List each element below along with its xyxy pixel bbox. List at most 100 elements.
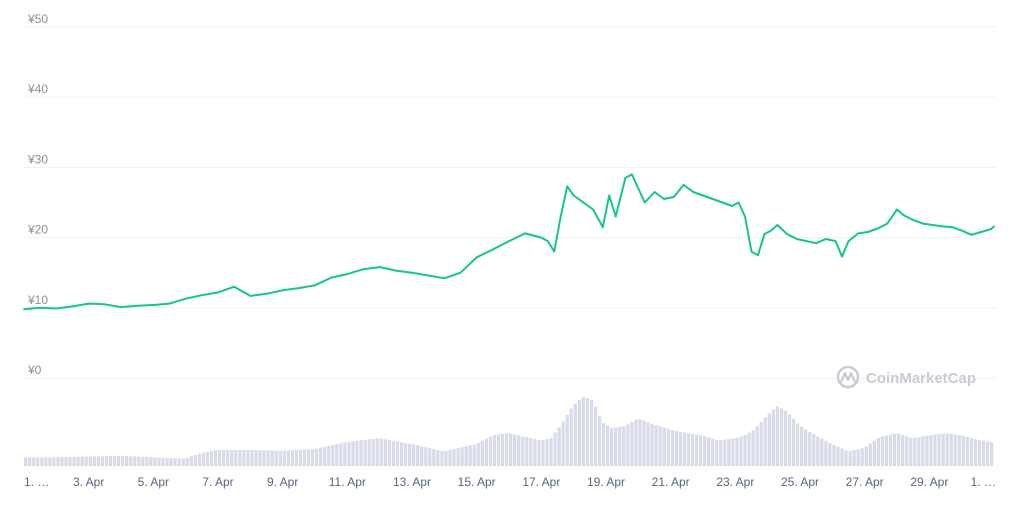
volume-bar: [969, 438, 973, 466]
volume-bar: [310, 449, 315, 466]
price-point: [931, 224, 934, 226]
price-point: [475, 256, 478, 259]
volume-bar: [791, 419, 796, 466]
volume-bar: [92, 456, 96, 466]
volume-bar: [286, 450, 290, 466]
price-point: [795, 238, 798, 240]
volume-bar: [112, 455, 117, 466]
volume-bar: [294, 450, 299, 466]
volume-bar: [816, 436, 820, 466]
y-tick-label: ¥40: [27, 82, 48, 96]
price-point: [682, 184, 685, 186]
volume-bar: [36, 457, 40, 466]
price-point: [711, 198, 714, 200]
volume-bar: [327, 446, 331, 466]
volume-bar: [270, 450, 274, 466]
watermark: CoinMarketCap: [836, 365, 976, 389]
volume-bar: [573, 403, 577, 466]
volume-bar: [428, 448, 432, 466]
price-point: [152, 304, 155, 306]
volume-bar: [662, 427, 666, 466]
volume-bar: [395, 441, 400, 466]
volume-bar: [250, 449, 254, 466]
volume-bar: [569, 408, 573, 466]
volume-bar: [686, 433, 691, 466]
x-tick-label: 19. Apr: [587, 475, 625, 489]
price-point: [103, 303, 106, 306]
volume-bar: [711, 438, 715, 466]
volume-bar: [133, 456, 137, 466]
price-point: [443, 277, 446, 280]
volume-bar: [84, 456, 88, 466]
volume-bar: [884, 435, 889, 466]
price-point: [912, 219, 915, 221]
price-point: [763, 233, 766, 235]
volume-bar: [274, 450, 278, 466]
volume-bar: [153, 457, 157, 466]
price-point: [624, 177, 627, 179]
volume-bar: [165, 457, 169, 466]
volume-bar: [359, 440, 363, 466]
volume-bar: [533, 439, 537, 466]
volume-bar: [589, 399, 594, 466]
price-point: [55, 307, 58, 310]
volume-bar: [852, 450, 856, 466]
volume-bar: [278, 450, 282, 466]
volume-bar: [561, 421, 565, 466]
volume-bar: [436, 450, 440, 466]
volume-bar: [961, 435, 965, 466]
volume-bar: [48, 457, 52, 466]
grid-lines: [24, 26, 996, 379]
volume-bar: [517, 435, 521, 466]
price-point: [200, 294, 203, 297]
volume-bar: [892, 433, 897, 466]
volume-bar: [266, 450, 270, 466]
volume-bar: [820, 438, 824, 466]
volume-bar: [367, 439, 371, 466]
volume-bar: [981, 440, 986, 466]
volume-bar: [319, 447, 323, 466]
volume-bar: [52, 457, 56, 466]
volume-bar: [941, 433, 945, 466]
volume-bar: [985, 441, 990, 466]
volume-bar: [185, 457, 189, 466]
volume-bar: [88, 456, 92, 466]
y-tick-label: ¥30: [27, 152, 48, 166]
price-point: [847, 240, 850, 243]
y-tick-label: ¥20: [27, 223, 48, 237]
volume-bar: [347, 441, 351, 466]
price-point: [314, 284, 316, 287]
price-point: [601, 226, 604, 228]
watermark-text: CoinMarketCap: [866, 370, 976, 387]
price-point: [815, 242, 818, 245]
volume-bar: [759, 421, 763, 466]
volume-bar: [949, 433, 953, 466]
volume-bar: [209, 451, 214, 466]
x-tick-label: 27. Apr: [846, 475, 884, 489]
volume-bar: [577, 399, 581, 466]
volume-bar: [500, 433, 505, 466]
volume-bar: [698, 435, 703, 466]
volume-bars: [24, 396, 994, 466]
volume-bar: [795, 423, 800, 466]
volume-bar: [585, 398, 590, 466]
price-point: [876, 227, 879, 230]
volume-bar: [468, 445, 472, 466]
price-point: [834, 240, 837, 243]
volume-bar: [864, 446, 868, 466]
volume-bar: [355, 440, 359, 466]
volume-bar: [529, 438, 533, 466]
price-point: [989, 228, 992, 231]
volume-bar: [844, 450, 848, 466]
price-point: [87, 302, 90, 305]
volume-bar: [836, 446, 840, 466]
price-point: [673, 195, 675, 198]
price-point: [346, 273, 349, 276]
price-point: [411, 271, 413, 274]
price-point: [540, 236, 543, 239]
price-point: [630, 173, 633, 176]
volume-bar: [189, 456, 193, 466]
volume-bar: [351, 441, 355, 466]
volume-bar: [828, 443, 832, 466]
volume-bar: [32, 457, 36, 466]
